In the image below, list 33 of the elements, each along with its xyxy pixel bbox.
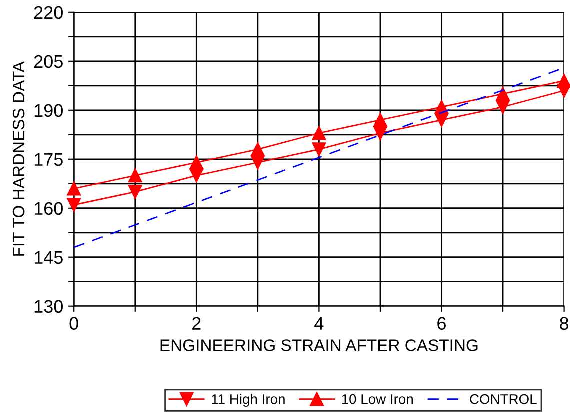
y-tick-label: 160 — [34, 202, 63, 216]
y-tick-label: 175 — [34, 154, 63, 166]
point — [312, 126, 326, 140]
point — [250, 156, 265, 170]
point — [312, 142, 326, 157]
point — [190, 168, 204, 183]
point — [496, 100, 510, 114]
x-tick-label: 8 — [560, 317, 569, 330]
x-tick-label: 4 — [314, 317, 324, 330]
legend-label: 10 Low Iron — [342, 394, 413, 404]
legend-label: CONTROL — [470, 394, 537, 404]
point — [496, 87, 510, 102]
y-tick-label: 145 — [34, 251, 63, 264]
y-tick-label: 205 — [34, 55, 63, 68]
point — [67, 182, 82, 196]
point — [250, 142, 265, 157]
y-tick-label: 190 — [34, 104, 63, 118]
point — [557, 74, 570, 88]
x-axis-title: ENGINEERING STRAIN AFTER CASTING — [160, 340, 478, 352]
y-tick-label: 220 — [34, 6, 63, 20]
point — [190, 156, 204, 170]
point — [128, 168, 142, 183]
x-tick-label: 2 — [192, 317, 201, 330]
point — [128, 185, 142, 199]
point — [374, 113, 388, 128]
point — [374, 126, 388, 140]
y-tick-label: 130 — [34, 300, 63, 314]
x-tick-label: 0 — [70, 317, 78, 330]
x-tick-label: 6 — [438, 317, 446, 330]
legend-label: 11 High Iron — [212, 394, 285, 408]
y-axis-title: FIT TO HARDNESS DATA — [12, 62, 25, 256]
point — [67, 198, 82, 212]
point — [434, 113, 449, 128]
